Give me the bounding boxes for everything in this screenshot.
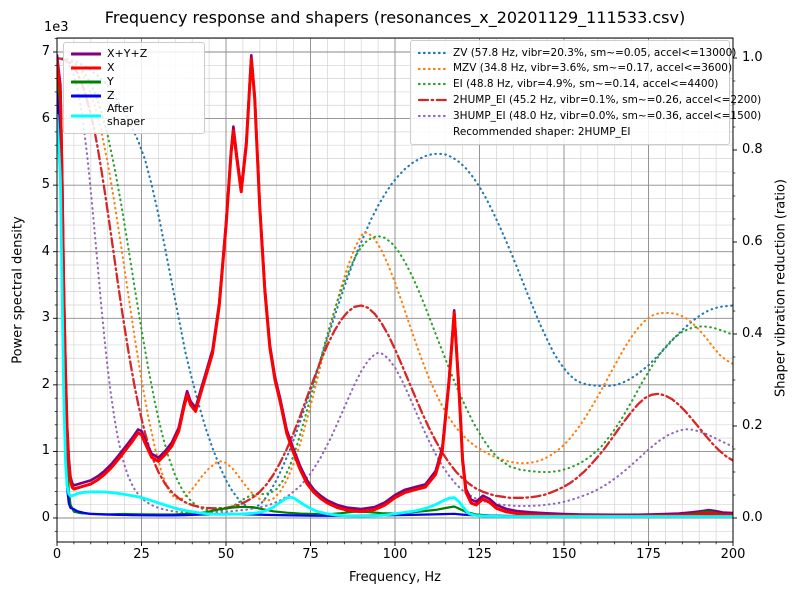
chart-title: Frequency response and shapers (resonanc… xyxy=(104,8,686,27)
x-tick-label: 150 xyxy=(551,547,577,562)
legend-line-sample-icon xyxy=(418,99,448,102)
legend-label: Y xyxy=(107,74,114,88)
legend-label: X+Y+Z xyxy=(107,46,148,60)
legend-entry: 3HUMP_EI (48.0 Hz, vibr=0.0%, sm~=0.36, … xyxy=(418,108,761,124)
legend-entry: Recommended shaper: 2HUMP_EI xyxy=(418,124,722,140)
x-axis-label: Frequency, Hz xyxy=(348,570,442,585)
legend-line-sample-icon xyxy=(71,66,101,70)
legend-entry: After shaper xyxy=(71,102,197,129)
legend-shapers: ZV (57.8 Hz, vibr=20.3%, sm~=0.05, accel… xyxy=(410,40,761,145)
x-tick-label: 100 xyxy=(382,547,408,562)
legend-marker xyxy=(418,96,448,104)
series-line-after-shaper xyxy=(57,113,733,518)
series-group xyxy=(57,53,733,518)
x-tick-label: 25 xyxy=(133,547,150,562)
legend-label: EI (48.8 Hz, vibr=4.9%, sm~=0.14, accel<… xyxy=(453,78,719,91)
legend-entry: Z xyxy=(71,89,197,103)
x-tick-label: 75 xyxy=(302,547,319,562)
legend-marker xyxy=(71,78,101,86)
legend-label: Recommended shaper: 2HUMP_EI xyxy=(453,125,631,138)
legend-marker xyxy=(418,65,448,73)
legend-marker xyxy=(418,49,448,57)
legend-entry: EI (48.8 Hz, vibr=4.9%, sm~=0.14, accel<… xyxy=(418,77,722,93)
x-tick-label: 0 xyxy=(52,547,62,562)
legend-line-sample-icon xyxy=(418,51,448,54)
series-line-x xyxy=(57,57,733,518)
legend-line-sample-icon xyxy=(418,83,448,86)
legend-line-sample-icon xyxy=(418,67,448,70)
y-right-tick-label: 0.6 xyxy=(742,234,763,249)
y-axis-left-label: Power spectral density xyxy=(10,216,26,364)
y-left-tick-label: 7 xyxy=(41,44,50,59)
legend-marker xyxy=(418,112,448,120)
series-line-zv xyxy=(57,56,733,510)
x-tick-label: 125 xyxy=(467,547,492,562)
legend-entry: Y xyxy=(71,75,197,89)
y-left-tick-label: 1 xyxy=(41,443,50,459)
series-line-mzv xyxy=(57,56,733,503)
x-tick-label: 175 xyxy=(636,547,661,562)
legend-label: After shaper xyxy=(107,102,145,128)
y-left-tick-label: 3 xyxy=(41,310,50,326)
legend-line-sample-icon xyxy=(71,114,101,118)
legend-label: ZV (57.8 Hz, vibr=20.3%, sm~=0.05, accel… xyxy=(453,46,737,59)
legend-psd: X+Y+Z X Y Z After shaper xyxy=(63,42,205,134)
legend-entry: 2HUMP_EI (45.2 Hz, vibr=0.1%, sm~=0.26, … xyxy=(418,92,761,108)
legend-marker xyxy=(418,80,448,88)
legend-marker xyxy=(71,64,101,72)
series-line-2hump-ei xyxy=(57,56,733,510)
y-right-tick-label: 1.0 xyxy=(742,50,763,65)
legend-label: MZV (34.8 Hz, vibr=3.6%, sm~=0.17, accel… xyxy=(453,62,733,75)
legend-marker xyxy=(71,112,101,120)
legend-entry: X+Y+Z xyxy=(71,47,197,61)
y-left-tick-label: 6 xyxy=(41,110,50,126)
y-right-tick-label: 0.2 xyxy=(742,418,763,433)
y-left-tick-label: 0 xyxy=(41,510,50,525)
legend-label: 2HUMP_EI (45.2 Hz, vibr=0.1%, sm~=0.26, … xyxy=(453,93,762,106)
legend-entry: ZV (57.8 Hz, vibr=20.3%, sm~=0.05, accel… xyxy=(418,45,736,61)
y-left-tick-label: 5 xyxy=(41,177,50,193)
legend-line-sample-icon xyxy=(71,52,101,56)
legend-label: Z xyxy=(107,88,115,102)
x-tick-label: 50 xyxy=(217,547,235,562)
legend-entry: X xyxy=(71,61,197,75)
legend-line-sample-icon xyxy=(71,80,101,84)
legend-line-sample-icon xyxy=(418,114,448,118)
legend-marker xyxy=(71,50,101,58)
legend-entry: MZV (34.8 Hz, vibr=3.6%, sm~=0.17, accel… xyxy=(418,61,732,77)
x-tick-label: 200 xyxy=(720,547,746,562)
legend-marker xyxy=(71,92,101,100)
y-right-tick-label: 0.8 xyxy=(742,142,763,157)
y-axis-offset-label: 1e3 xyxy=(44,20,69,35)
legend-label: 3HUMP_EI (48.0 Hz, vibr=0.0%, sm~=0.36, … xyxy=(453,109,762,122)
y-axis-right-label: Shaper vibration reduction (ratio) xyxy=(773,179,789,397)
y-left-tick-label: 4 xyxy=(41,243,50,259)
y-left-tick-label: 2 xyxy=(41,376,50,392)
y-right-tick-label: 0.4 xyxy=(742,326,763,341)
tick-marks xyxy=(53,38,737,546)
legend-line-sample-icon xyxy=(71,94,101,98)
y-right-tick-label: 0.0 xyxy=(742,510,763,525)
legend-label: X xyxy=(107,60,115,74)
